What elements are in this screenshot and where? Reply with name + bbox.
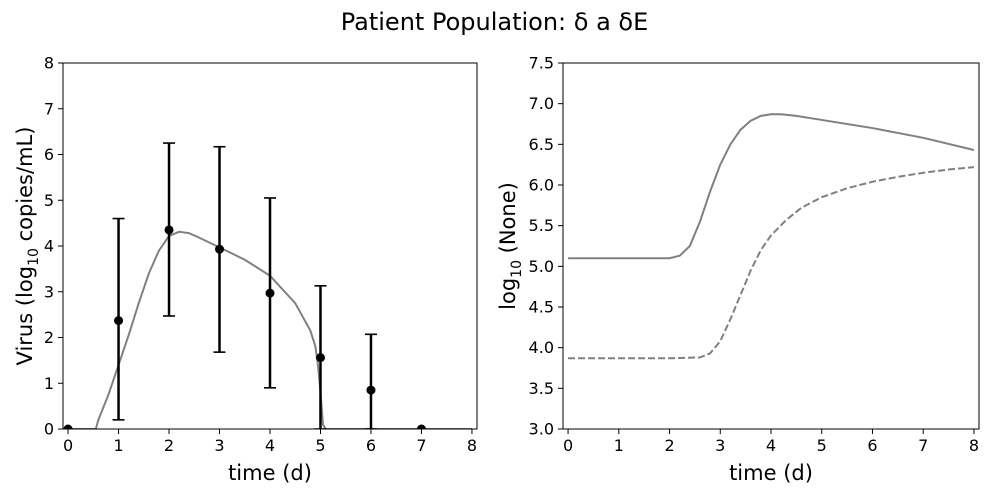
chart1-x-tick-label: 5	[315, 436, 325, 455]
chart1-y-tick-label: 7	[44, 99, 54, 118]
chart2-plot-area	[568, 113, 975, 360]
chart2-y-tick-label: 6.0	[529, 176, 554, 195]
chart1-x-tick-label: 4	[265, 436, 275, 455]
chart2-y-tick-label: 6.5	[529, 135, 554, 154]
chart2-x-tick-label: 5	[817, 436, 827, 455]
figure-title: Patient Population: δ a δE	[341, 8, 649, 36]
chart1-y-tick-label: 5	[44, 191, 54, 210]
chart2-x-tick-label: 3	[715, 436, 725, 455]
chart1-data-point	[114, 316, 124, 326]
chart2-x-tick-label: 8	[969, 436, 979, 455]
chart1-x-axis-label: time (d)	[228, 461, 312, 485]
chart2-y-tick-label: 7.0	[529, 94, 554, 113]
chart2-x-tick-label: 2	[664, 436, 674, 455]
chart1-y-tick-label: 0	[44, 420, 54, 439]
chart1-data-point	[366, 385, 376, 395]
chart2-y-tick-label: 4.5	[529, 298, 554, 317]
chart1-data-point	[315, 353, 325, 363]
chart1-x-tick-label: 3	[214, 436, 224, 455]
chart1-data-point	[63, 424, 73, 429]
chart1-y-tick-label: 8	[44, 54, 54, 73]
chart1-data-point	[265, 288, 275, 298]
chart1-x-tick-label: 7	[416, 436, 426, 455]
chart2-x-tick-label: 6	[867, 436, 877, 455]
chart2-x-tick-label: 7	[918, 436, 928, 455]
chart1-data-point	[215, 244, 225, 254]
chart1-plot-area	[63, 142, 472, 429]
chart2-axes-frame	[562, 62, 980, 430]
chart1-y-tick-label: 4	[44, 237, 54, 256]
chart1-y-tick-label: 6	[44, 145, 54, 164]
chart1-x-tick-label: 2	[164, 436, 174, 455]
chart2-y-tick-label: 3.0	[529, 420, 554, 439]
chart1-model-line	[68, 230, 472, 429]
right-chart: 0 1 2 3 4 5 6 7 8 3.0 3.5 4.0 4.5 5.0 5.5 6.0 6.5 7.0 7.5 t…	[496, 54, 980, 485]
chart1-y-tick-label: 2	[44, 328, 54, 347]
chart1-y-tick-label: 1	[44, 374, 54, 393]
chart2-y-tick-label: 5.0	[529, 257, 554, 276]
chart2-model-line	[568, 113, 975, 260]
chart2-x-tick-label: 4	[766, 436, 776, 455]
chart1-x-tick-label: 0	[63, 436, 73, 455]
chart1-data-point	[164, 225, 174, 235]
chart1-data-point	[416, 424, 426, 429]
chart1-x-tick-label: 6	[366, 436, 376, 455]
chart2-x-axis-label: time (d)	[729, 461, 813, 485]
chart2-dashed-line	[568, 166, 975, 360]
chart2-y-tick-label: 5.5	[529, 216, 554, 235]
chart1-y-tick-label: 3	[44, 282, 54, 301]
chart2-x-tick-label: 1	[614, 436, 624, 455]
chart1-x-tick-label: 1	[113, 436, 123, 455]
chart1-x-tick-label: 8	[467, 436, 477, 455]
chart2-y-axis-label: log10 (None)	[496, 182, 525, 310]
chart2-y-tick-label: 4.0	[529, 338, 554, 357]
left-chart: 0 1 2 3 4 5 6 7 8 0 1 2 3 4 5 6 7 8 time (d) Virus (log10 c…	[13, 54, 478, 485]
chart2-y-tick-label: 7.5	[529, 54, 554, 73]
chart2-y-tick-label: 3.5	[529, 379, 554, 398]
chart1-y-axis-label: Virus (log10 copies/mL)	[13, 127, 42, 366]
chart2-x-tick-label: 0	[563, 436, 573, 455]
